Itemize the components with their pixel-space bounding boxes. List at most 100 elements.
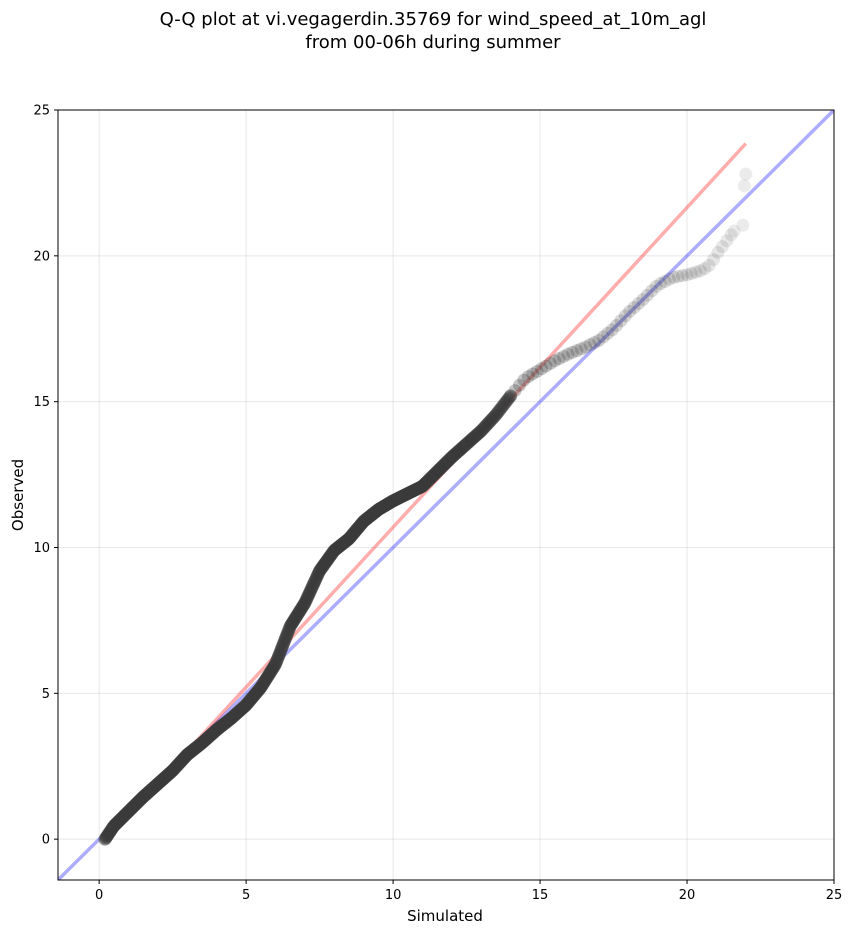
data-point (500, 393, 514, 407)
data-point (460, 436, 474, 450)
data-point (489, 408, 503, 422)
data-point (471, 427, 485, 441)
y-tick-label: 20 (33, 249, 50, 264)
data-point (702, 259, 716, 273)
data-point (609, 319, 623, 333)
data-point (724, 228, 738, 242)
data-point (501, 392, 515, 406)
chart-title-line-2: from 00-06h during summer (305, 32, 561, 53)
data-point (499, 395, 513, 409)
data-point (443, 452, 457, 466)
data-point (437, 458, 451, 472)
data-point (498, 396, 512, 410)
data-point (640, 288, 654, 302)
data-point (460, 437, 474, 451)
data-point (649, 279, 663, 293)
data-point (463, 434, 477, 448)
data-point (456, 440, 470, 454)
data-point (439, 456, 453, 470)
data-point (698, 261, 712, 275)
y-tick-label: 10 (33, 541, 50, 556)
chart-title-line-1: Q-Q plot at vi.vegagerdin.35769 for wind… (159, 9, 707, 30)
data-point (645, 284, 659, 298)
data-point (433, 462, 447, 476)
data-point (441, 454, 455, 468)
data-point (658, 274, 672, 288)
data-point (472, 426, 486, 440)
x-tick-label: 0 (95, 888, 103, 903)
data-point (543, 356, 557, 370)
data-point (493, 402, 507, 416)
data-point (445, 450, 459, 464)
data-point (490, 407, 504, 421)
data-point (459, 438, 473, 452)
data-points (98, 167, 753, 846)
x-tick-label: 5 (242, 888, 250, 903)
data-point (517, 373, 531, 387)
data-point (504, 389, 518, 403)
data-point (465, 432, 479, 446)
data-point (693, 264, 707, 278)
data-point (491, 405, 505, 419)
data-point (470, 428, 484, 442)
data-point (435, 460, 449, 474)
x-tick-label: 25 (826, 888, 843, 903)
data-point (457, 439, 471, 453)
data-point (447, 448, 461, 462)
data-point (583, 338, 597, 352)
data-point (495, 400, 509, 414)
data-point (469, 428, 483, 442)
data-point (636, 293, 650, 307)
data-point (504, 389, 518, 403)
data-point (521, 370, 535, 384)
data-point (483, 415, 497, 429)
grid (58, 109, 835, 880)
data-point (502, 391, 516, 405)
x-axis-label: Simulated (407, 907, 483, 925)
data-point (479, 419, 493, 433)
data-point (486, 411, 500, 425)
data-point (468, 430, 482, 444)
y-tick-label: 25 (33, 104, 50, 119)
x-tick-label: 15 (532, 888, 549, 903)
data-point (715, 240, 729, 254)
data-point (434, 461, 448, 475)
data-point (574, 342, 588, 356)
data-point (484, 413, 498, 427)
data-point (462, 435, 476, 449)
data-point (535, 362, 549, 376)
data-point (483, 414, 497, 428)
data-point (436, 459, 450, 473)
data-point (737, 179, 751, 193)
data-point (526, 367, 540, 381)
data-point (467, 431, 481, 445)
data-point (485, 412, 499, 426)
data-point (720, 234, 734, 248)
data-point (477, 421, 491, 435)
data-point (497, 397, 511, 411)
data-point (592, 333, 606, 347)
y-tick-label: 0 (42, 833, 50, 848)
data-point (464, 433, 478, 447)
y-axis-label: Observed (9, 459, 27, 531)
data-point (497, 398, 511, 412)
data-point (458, 439, 472, 453)
plot-frame (57, 109, 835, 881)
data-point (451, 445, 465, 459)
data-point (475, 423, 489, 437)
data-point (671, 270, 685, 284)
data-point (494, 401, 508, 415)
data-point (481, 417, 495, 431)
data-point (480, 418, 494, 432)
y-tick-label: 5 (42, 687, 50, 702)
data-point (503, 390, 517, 404)
data-point (454, 442, 468, 456)
data-point (548, 354, 562, 368)
data-point (488, 409, 502, 423)
data-point (539, 359, 553, 373)
data-point (461, 435, 475, 449)
data-point (508, 384, 522, 398)
data-point (476, 422, 490, 436)
data-point (455, 441, 469, 455)
